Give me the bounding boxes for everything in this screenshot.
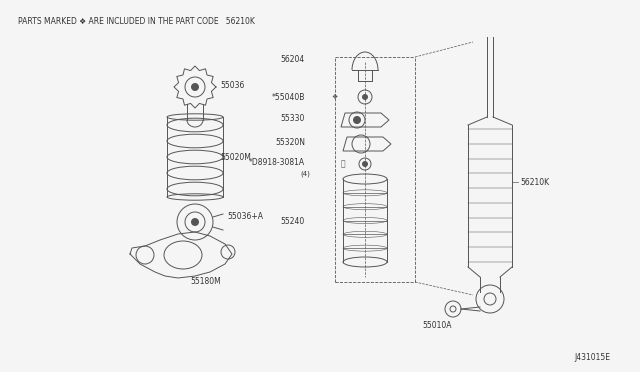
Text: ❖: ❖ [332, 94, 338, 100]
Text: 55330: 55330 [280, 113, 305, 122]
Text: *D8918-3081A: *D8918-3081A [249, 157, 305, 167]
Text: 55010A: 55010A [422, 321, 452, 330]
Circle shape [191, 218, 199, 226]
Text: 55020M: 55020M [220, 153, 251, 161]
Text: (4): (4) [300, 171, 310, 177]
Circle shape [362, 94, 368, 100]
Circle shape [353, 116, 361, 124]
Text: 55036: 55036 [220, 80, 244, 90]
Text: J431015E: J431015E [574, 353, 610, 362]
Text: 55180M: 55180M [190, 278, 221, 286]
Text: 55240: 55240 [281, 217, 305, 225]
Text: 56204: 56204 [281, 55, 305, 64]
Text: PARTS MARKED ❖ ARE INCLUDED IN THE PART CODE   56210K: PARTS MARKED ❖ ARE INCLUDED IN THE PART … [18, 17, 255, 26]
Circle shape [362, 161, 368, 167]
Text: 56210K: 56210K [520, 177, 549, 186]
Text: 55320N: 55320N [275, 138, 305, 147]
Text: Ⓝ: Ⓝ [340, 160, 346, 169]
Text: 55036+A: 55036+A [227, 212, 263, 221]
Circle shape [191, 83, 199, 91]
Text: *55040B: *55040B [271, 93, 305, 102]
